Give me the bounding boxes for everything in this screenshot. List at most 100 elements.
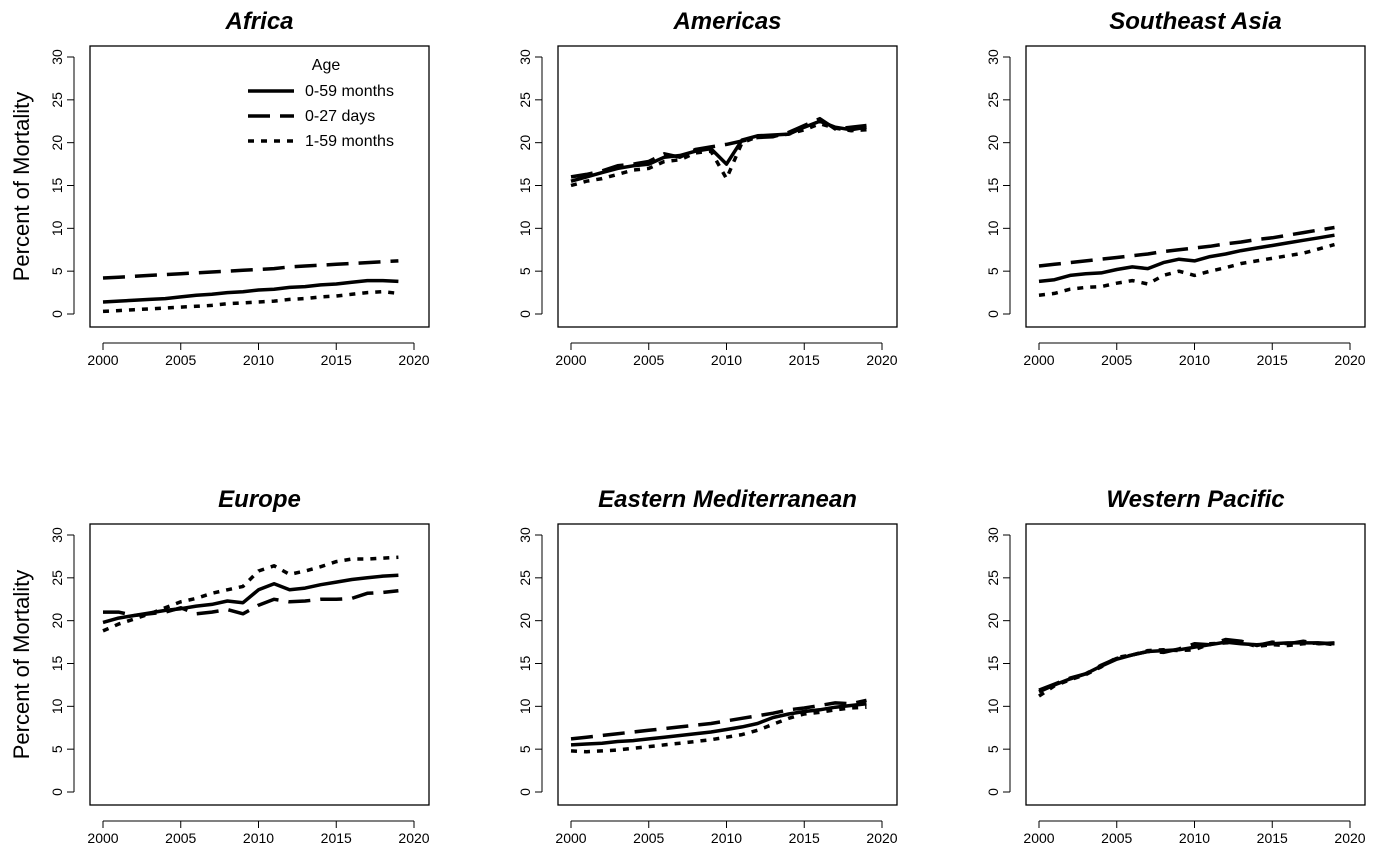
panel-southeast-asia: Southeast Asia 2000 2005 2010 2015 2020 0 5 10 15… <box>985 8 1366 368</box>
y-tick-label: 20 <box>517 135 533 151</box>
series-line-1-59-months <box>1038 640 1335 698</box>
x-tick-label: 2010 <box>1179 830 1210 846</box>
y-tick-label: 30 <box>517 527 533 543</box>
series-line-0-27-days <box>570 116 867 179</box>
y-tick-label: 15 <box>985 178 1001 194</box>
x-tick-label: 2000 <box>87 352 118 368</box>
x-tick-label: 2015 <box>321 830 352 846</box>
y-tick-label: 20 <box>517 613 533 629</box>
y-axis-label: Percent of Mortality <box>9 92 34 282</box>
x-tick-label: 2010 <box>243 352 274 368</box>
y-tick-label: 20 <box>49 613 65 629</box>
y-tick-label: 0 <box>49 788 65 796</box>
x-tick-label: 2010 <box>1179 352 1210 368</box>
series-line-0-59-months <box>1038 233 1335 284</box>
x-tick-label: 2000 <box>555 352 586 368</box>
series-line-0-27-days <box>570 698 867 741</box>
x-tick-label: 2020 <box>398 830 429 846</box>
x-tick-label: 2010 <box>711 352 742 368</box>
panel-title: Western Pacific <box>1106 486 1284 513</box>
panel-title: Europe <box>218 486 301 513</box>
y-tick-label: 20 <box>985 135 1001 151</box>
panel-americas: Americas 2000 2005 2010 2015 2020 0 5 10 15 20 25 30 <box>517 8 898 368</box>
y-tick-label: 15 <box>517 178 533 194</box>
y-tick-label: 5 <box>517 745 533 753</box>
legend-label: 1-59 months <box>305 133 394 150</box>
x-tick-label: 2005 <box>633 352 664 368</box>
y-tick-label: 15 <box>49 178 65 194</box>
x-tick-label: 2015 <box>789 352 820 368</box>
x-tick-label: 2000 <box>87 830 118 846</box>
y-tick-label: 30 <box>517 49 533 65</box>
y-tick-label: 25 <box>517 92 533 108</box>
plot-frame <box>557 45 898 328</box>
x-tick-label: 2000 <box>1023 830 1054 846</box>
panel-title: Africa <box>224 8 293 35</box>
y-tick-label: 10 <box>49 698 65 714</box>
y-tick-label: 0 <box>985 310 1001 318</box>
x-tick-label: 2020 <box>398 352 429 368</box>
y-tick-label: 0 <box>985 788 1001 796</box>
y-tick-label: 15 <box>49 656 65 672</box>
plot-frame <box>557 523 898 806</box>
x-tick-label: 2005 <box>165 830 196 846</box>
plot-frame <box>1025 45 1366 328</box>
y-tick-label: 30 <box>49 49 65 65</box>
panel-title: Americas <box>672 8 781 35</box>
series-line-0-59-months <box>102 278 399 304</box>
legend-label: 0-59 months <box>305 83 394 100</box>
x-tick-label: 2020 <box>1334 352 1365 368</box>
y-tick-label: 30 <box>49 527 65 543</box>
y-tick-label: 5 <box>985 267 1001 275</box>
series-line-0-27-days <box>1038 225 1335 268</box>
x-tick-label: 2020 <box>866 830 897 846</box>
panel-africa: Africa 2000 2005 2010 2015 2020 0 5 10 15 20 25 30 Pe… <box>9 8 430 368</box>
legend-title: Age <box>312 57 341 74</box>
series-line-1-59-months <box>570 122 867 188</box>
y-tick-label: 25 <box>985 92 1001 108</box>
y-tick-label: 10 <box>985 220 1001 236</box>
x-tick-label: 2015 <box>1257 352 1288 368</box>
x-tick-label: 2020 <box>1334 830 1365 846</box>
x-tick-label: 2020 <box>866 352 897 368</box>
x-tick-label: 2015 <box>1257 830 1288 846</box>
y-tick-label: 25 <box>49 92 65 108</box>
y-tick-label: 20 <box>49 135 65 151</box>
y-tick-label: 10 <box>985 698 1001 714</box>
x-tick-label: 2015 <box>321 352 352 368</box>
x-tick-label: 2005 <box>165 352 196 368</box>
y-tick-label: 15 <box>985 656 1001 672</box>
series-line-0-59-months <box>570 702 867 747</box>
x-tick-label: 2000 <box>1023 352 1054 368</box>
legend: Age 0-59 months 0-27 days 1-59 months <box>248 57 394 150</box>
x-tick-label: 2010 <box>243 830 274 846</box>
y-tick-label: 20 <box>985 613 1001 629</box>
series-line-1-59-months <box>102 289 399 314</box>
plot-frame <box>1025 523 1366 806</box>
x-tick-label: 2005 <box>633 830 664 846</box>
y-tick-label: 0 <box>517 310 533 318</box>
y-tick-label: 0 <box>517 788 533 796</box>
x-tick-label: 2010 <box>711 830 742 846</box>
series-line-1-59-months <box>102 555 399 633</box>
y-axis-label: Percent of Mortality <box>9 570 34 760</box>
y-tick-label: 30 <box>985 49 1001 65</box>
panel-western-pacific: Western Pacific 2000 2005 2010 2015 2020 0 5 10 1… <box>985 486 1366 846</box>
series-line-0-27-days <box>102 259 399 280</box>
y-tick-label: 10 <box>517 698 533 714</box>
x-tick-label: 2015 <box>789 830 820 846</box>
x-tick-label: 2000 <box>555 830 586 846</box>
panel-europe: Europe 2000 2005 2010 2015 2020 0 5 10 15 20 25 30 Pe… <box>9 486 430 846</box>
x-tick-label: 2005 <box>1101 830 1132 846</box>
series-line-1-59-months <box>570 705 867 754</box>
y-tick-label: 10 <box>49 220 65 236</box>
legend-label: 0-27 days <box>305 108 375 125</box>
y-tick-label: 5 <box>517 267 533 275</box>
series-line-0-59-months <box>570 119 867 183</box>
y-tick-label: 5 <box>49 267 65 275</box>
y-tick-label: 25 <box>517 570 533 586</box>
y-tick-label: 30 <box>985 527 1001 543</box>
plot-frame <box>89 45 430 328</box>
